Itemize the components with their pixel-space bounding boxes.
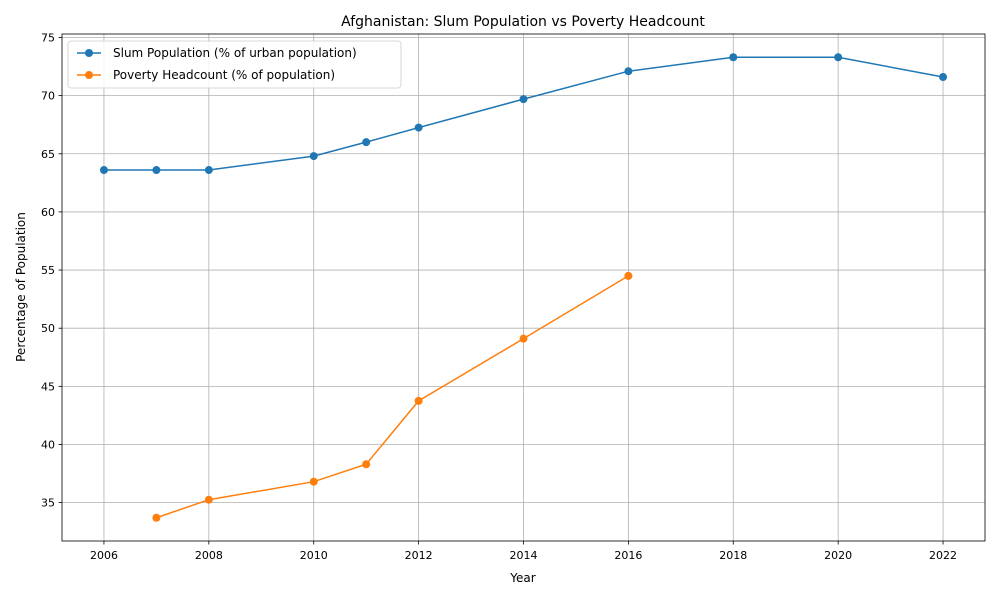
x-tick-label: 2006: [90, 549, 118, 562]
y-tick-label: 45: [41, 380, 55, 393]
series-layer: [99, 53, 948, 522]
y-tick-label: 50: [41, 322, 55, 335]
data-point: [834, 53, 843, 62]
data-point: [624, 271, 633, 280]
legend: Slum Population (% of urban population) P…: [67, 40, 402, 89]
data-point: [939, 73, 948, 82]
x-axis: 2006 2008 2010 2012 2014 2016 2018 2020 2022: [90, 541, 957, 562]
chart-title: Afghanistan: Slum Population vs Poverty …: [341, 14, 705, 30]
x-tick-label: 2020: [824, 549, 852, 562]
x-axis-label: Year: [509, 571, 535, 585]
y-tick-label: 75: [41, 31, 55, 44]
legend-label: Slum Population (% of urban population): [113, 46, 357, 60]
series-2: [152, 271, 633, 522]
x-tick-label: 2016: [614, 549, 642, 562]
x-tick-label: 2010: [300, 549, 328, 562]
y-axis-label: Percentage of Population: [14, 212, 28, 362]
legend-box: [67, 40, 402, 89]
data-point: [362, 138, 371, 147]
x-tick-label: 2012: [405, 549, 433, 562]
legend-marker: [85, 71, 93, 79]
x-tick-label: 2014: [510, 549, 538, 562]
data-point: [729, 53, 738, 62]
series-1: [99, 53, 948, 175]
legend-marker: [85, 49, 93, 57]
y-tick-label: 35: [41, 497, 55, 510]
data-point: [309, 152, 318, 161]
x-tick-label: 2022: [929, 549, 957, 562]
data-point: [414, 396, 423, 405]
data-point: [99, 166, 108, 175]
series-line: [156, 275, 629, 519]
data-point: [519, 95, 528, 104]
y-tick-label: 60: [41, 206, 55, 219]
data-point: [309, 477, 318, 486]
data-point: [152, 513, 161, 522]
y-tick-label: 70: [41, 90, 55, 103]
grid: [62, 34, 985, 541]
data-point: [414, 123, 423, 132]
data-point: [204, 495, 213, 504]
legend-label: Poverty Headcount (% of population): [113, 68, 335, 82]
x-tick-label: 2008: [195, 549, 223, 562]
y-axis: 35 40 45 50 55 60 65 70 75: [41, 31, 62, 510]
data-point: [362, 460, 371, 469]
y-tick-label: 55: [41, 264, 55, 277]
y-tick-label: 65: [41, 148, 55, 161]
data-point: [152, 166, 161, 175]
data-point: [519, 334, 528, 343]
data-point: [624, 67, 633, 76]
x-tick-label: 2018: [719, 549, 747, 562]
data-point: [204, 166, 213, 175]
y-tick-label: 40: [41, 438, 55, 451]
